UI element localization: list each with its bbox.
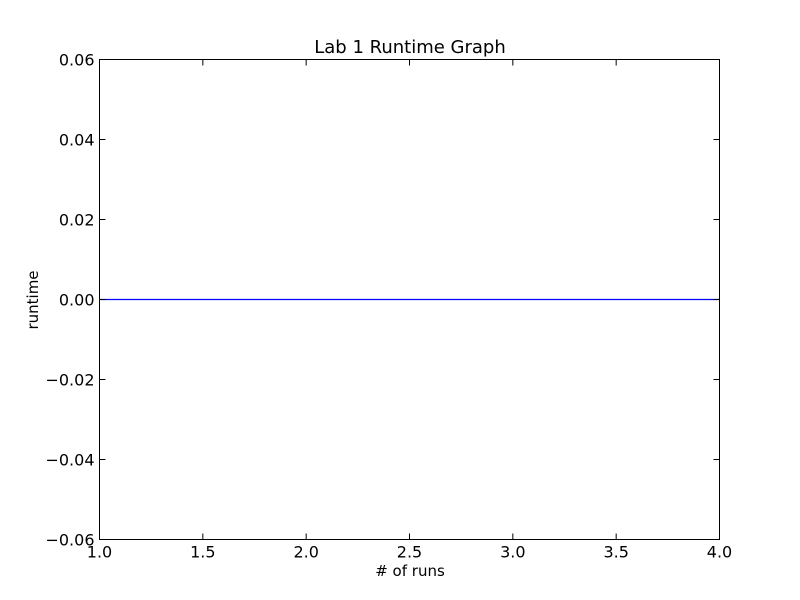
y-tick-label: 0.06	[59, 51, 95, 70]
y-tick-label: −0.04	[45, 451, 94, 470]
x-axis-label: # of runs	[375, 562, 445, 580]
x-tick-label: 2.5	[397, 543, 422, 562]
x-tick-label: 2.0	[293, 543, 318, 562]
y-axis-label: runtime	[24, 270, 42, 329]
y-tick-label: 0.04	[59, 131, 95, 150]
x-axis: 1.0 1.5 2.0 2.5 3.0 3.5 4.0	[87, 59, 732, 562]
y-tick-label: −0.06	[45, 531, 94, 550]
y-tick-label: 0.02	[59, 211, 95, 230]
x-tick-label: 1.0	[87, 543, 112, 562]
chart-title: Lab 1 Runtime Graph	[314, 37, 506, 58]
x-tick-label: 1.5	[190, 543, 215, 562]
x-tick-label: 4.0	[707, 543, 732, 562]
y-axis: −0.06 −0.04 −0.02 0.00 0.02 0.04 0.06	[45, 51, 720, 550]
y-tick-label: −0.02	[45, 371, 94, 390]
x-tick-label: 3.5	[603, 543, 628, 562]
x-tick-label: 3.0	[500, 543, 525, 562]
y-tick-label: 0.00	[59, 291, 95, 310]
